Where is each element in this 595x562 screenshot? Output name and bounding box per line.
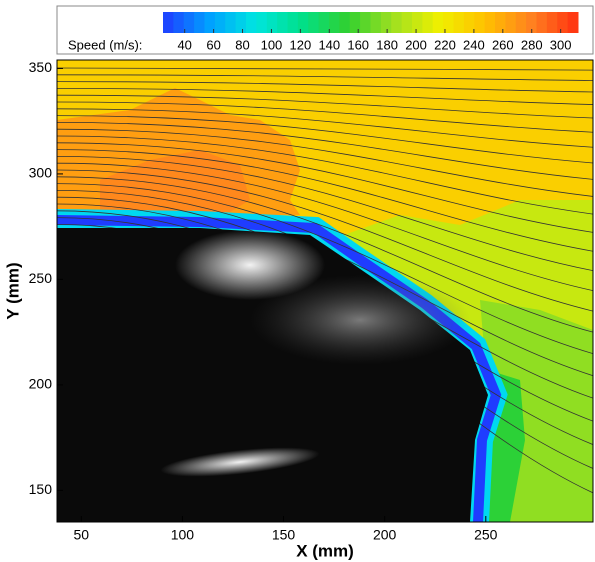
colorbar-segment bbox=[225, 12, 237, 33]
streamline bbox=[57, 88, 593, 105]
colorbar-segment bbox=[401, 12, 413, 33]
streamline bbox=[57, 108, 593, 148]
colorbar-tick-label: 200 bbox=[405, 37, 427, 52]
colorbar-segment bbox=[474, 12, 486, 33]
colorbar-tick-label: 60 bbox=[206, 37, 220, 52]
colorbar-segment bbox=[360, 12, 371, 33]
colorbar-tick-label: 260 bbox=[492, 37, 514, 52]
x-tick-label: 200 bbox=[373, 527, 397, 543]
x-tick-label: 100 bbox=[171, 527, 195, 543]
speed-region bbox=[100, 150, 250, 215]
colorbar-segment bbox=[163, 12, 174, 33]
streamline bbox=[57, 128, 593, 197]
x-tick-label: 150 bbox=[272, 527, 296, 543]
plot-frame bbox=[56, 59, 594, 523]
colorbar-segment bbox=[318, 12, 330, 33]
body-highlight bbox=[160, 447, 320, 477]
colorbar-tick-label: 40 bbox=[177, 37, 191, 52]
colorbar-segment bbox=[515, 12, 527, 33]
y-tick-label: 200 bbox=[29, 376, 53, 392]
colorbar-segment bbox=[422, 12, 434, 33]
colorbar-tick-label: 160 bbox=[347, 37, 369, 52]
colorbar-segment bbox=[266, 12, 278, 33]
streamline bbox=[57, 74, 593, 81]
colorbar-segment bbox=[370, 12, 382, 33]
colorbar-segment bbox=[204, 12, 216, 33]
colorbar-segment bbox=[235, 12, 247, 33]
colorbar-segment bbox=[256, 12, 268, 33]
colorbar-segment bbox=[287, 12, 299, 33]
streamline bbox=[57, 135, 593, 215]
colorbar-segment bbox=[183, 12, 195, 33]
colorbar-segment bbox=[194, 12, 205, 33]
colorbar-segment bbox=[329, 12, 340, 33]
body-highlight bbox=[175, 230, 325, 300]
x-axis-label: X (mm) bbox=[296, 541, 354, 560]
colorbar-segment bbox=[432, 12, 444, 33]
colorbar-tick-label: 280 bbox=[521, 37, 543, 52]
colorbar-segment bbox=[567, 12, 579, 33]
colorbar-label: Speed (m/s): bbox=[68, 37, 142, 52]
colorbar-segment bbox=[526, 12, 537, 33]
colorbar-tick-label: 180 bbox=[376, 37, 398, 52]
colorbar-tick-label: 240 bbox=[463, 37, 485, 52]
colorbar-segment bbox=[495, 12, 506, 33]
body-sheen bbox=[250, 275, 470, 365]
colorbar-tick-label: 300 bbox=[550, 37, 572, 52]
colorbar-segment bbox=[380, 12, 392, 33]
colorbar-tick-label: 100 bbox=[261, 37, 283, 52]
colorbar-tick-label: 80 bbox=[235, 37, 249, 52]
colorbar-segment bbox=[297, 12, 309, 33]
colorbar-segment bbox=[173, 12, 185, 33]
colorbar-segment bbox=[214, 12, 226, 33]
y-axis-label: Y (mm) bbox=[3, 262, 22, 319]
colorbar-segment bbox=[484, 12, 496, 33]
colorbar-segment bbox=[463, 12, 475, 33]
y-tick-label: 150 bbox=[29, 481, 53, 497]
streamline bbox=[57, 156, 593, 272]
streamline bbox=[57, 94, 593, 119]
y-tick-label: 350 bbox=[29, 59, 53, 75]
streamline bbox=[57, 190, 593, 377]
y-tick-label: 300 bbox=[29, 165, 53, 181]
colorbar-segment bbox=[391, 12, 403, 33]
streamline bbox=[57, 101, 593, 133]
colorbar-tick-label: 140 bbox=[318, 37, 340, 52]
colorbar-segment bbox=[308, 12, 320, 33]
streamline bbox=[57, 176, 593, 333]
streamline bbox=[57, 149, 593, 252]
streamline bbox=[57, 67, 593, 71]
x-tick-label: 50 bbox=[73, 527, 89, 543]
colorbar-segment bbox=[339, 12, 351, 33]
colorbar-segment bbox=[246, 12, 257, 33]
streamline bbox=[57, 81, 593, 93]
streamline bbox=[57, 162, 593, 292]
streamline bbox=[57, 183, 593, 355]
colorbar-segment bbox=[453, 12, 465, 33]
colorbar-tick-label: 220 bbox=[434, 37, 456, 52]
colorbar-segment bbox=[505, 12, 517, 33]
streamline bbox=[57, 169, 593, 312]
y-tick-label: 250 bbox=[29, 270, 53, 286]
colorbar-segment bbox=[277, 12, 288, 33]
colorbar-tick-label: 120 bbox=[290, 37, 312, 52]
field bbox=[57, 60, 593, 522]
streamline bbox=[57, 122, 593, 180]
colorbar-segment bbox=[557, 12, 569, 33]
colorbar-segment bbox=[546, 12, 558, 33]
colorbar-segment bbox=[443, 12, 454, 33]
colorbar-segment bbox=[536, 12, 548, 33]
colorbar-segment bbox=[349, 12, 361, 33]
streamline bbox=[57, 142, 593, 233]
x-tick-label: 250 bbox=[474, 527, 498, 543]
streamline bbox=[57, 115, 593, 164]
colorbar-segment bbox=[412, 12, 423, 33]
